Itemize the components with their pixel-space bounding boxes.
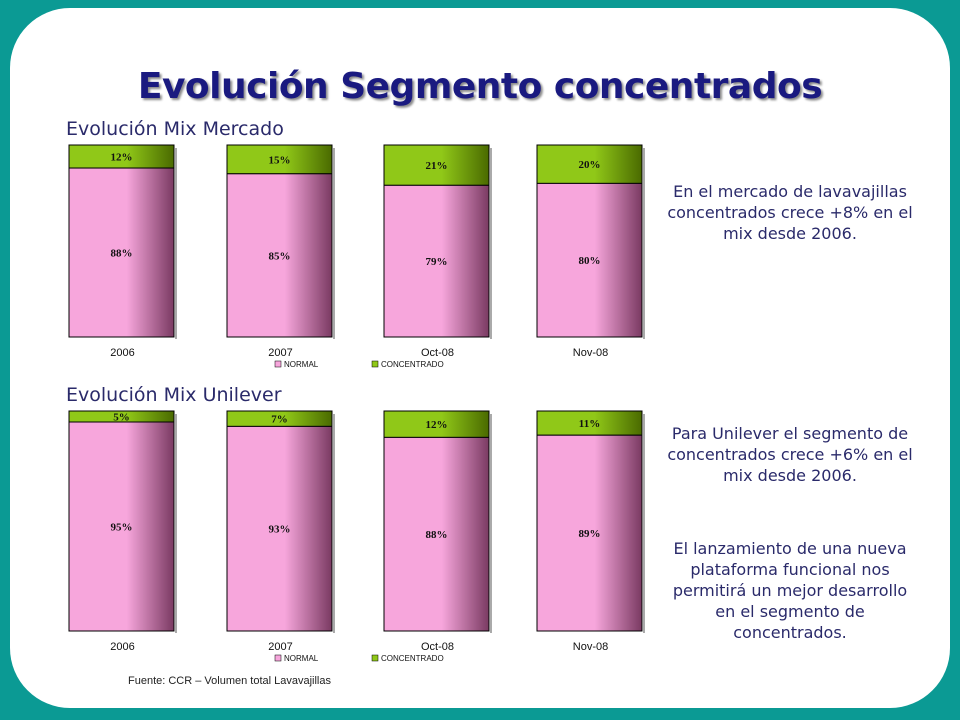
data-label-normal: 79% xyxy=(426,256,448,268)
data-label-normal: 93% xyxy=(269,524,291,536)
data-label-normal: 95% xyxy=(111,522,133,534)
bar-normal-Oct-08 xyxy=(383,184,490,338)
data-label-concentrado: 20% xyxy=(579,159,601,171)
slide-title: Evolución Segmento concentrados xyxy=(137,66,823,107)
chart-title-unilever: Evolución Mix Unilever xyxy=(66,384,282,406)
chart-title-mercado: Evolución Mix Mercado xyxy=(66,118,284,140)
bar-concentrado-Nov-08 xyxy=(536,410,643,436)
legend-swatch-concentrado xyxy=(371,360,379,368)
bar-normal-Nov-08 xyxy=(536,182,643,338)
bar-concentrado-2007 xyxy=(226,144,333,175)
data-label-concentrado: 5% xyxy=(113,412,130,424)
data-label-concentrado: 12% xyxy=(426,419,448,431)
x-tick-label: 2007 xyxy=(268,347,292,359)
data-label-concentrado: 7% xyxy=(271,414,288,426)
legend-label-normal: NORMAL xyxy=(284,360,319,369)
source-note: Fuente: CCR – Volumen total Lavavajillas xyxy=(128,675,331,687)
x-tick-label: 2007 xyxy=(268,641,292,653)
x-tick-label: 2006 xyxy=(110,641,134,653)
chart-mix-unilever: 5% 95% 2006 7% 93% 2007 12% 88% Oct-08 11% 89% Nov-… xyxy=(68,410,645,663)
note-unilever: Para Unilever el segmento de concentrado… xyxy=(667,424,913,485)
x-tick-label: Nov-08 xyxy=(573,347,608,359)
bar-concentrado-Nov-08 xyxy=(536,144,643,184)
x-tick-label: Oct-08 xyxy=(421,347,454,359)
data-label-concentrado: 15% xyxy=(269,154,291,166)
chart-mix-mercado: 12% 88% 2006 15% 85% 2007 21% 79% Oct-08 20% 80% No… xyxy=(68,144,645,369)
data-label-normal: 89% xyxy=(579,528,601,540)
bar-normal-2006 xyxy=(68,167,175,338)
legend-label-normal: NORMAL xyxy=(284,654,319,663)
data-label-normal: 88% xyxy=(426,529,448,541)
legend-swatch-concentrado xyxy=(371,654,379,662)
data-label-concentrado: 11% xyxy=(579,418,600,430)
data-label-concentrado: 12% xyxy=(111,152,133,164)
bar-normal-Nov-08 xyxy=(536,434,643,632)
bar-normal-2007 xyxy=(226,425,333,632)
data-label-normal: 80% xyxy=(579,255,601,267)
legend-swatch-normal xyxy=(274,654,282,662)
note-lanzamiento: El lanzamiento de una nueva plataforma f… xyxy=(672,539,908,642)
note-mercado: En el mercado de lavavajillas concentrad… xyxy=(667,182,913,243)
legend-label-concentrado: CONCENTRADO xyxy=(381,360,444,369)
data-label-normal: 88% xyxy=(111,248,133,260)
bar-normal-2007 xyxy=(226,173,333,338)
legend-swatch-normal xyxy=(274,360,282,368)
data-label-normal: 85% xyxy=(269,250,291,262)
x-tick-label: Nov-08 xyxy=(573,641,608,653)
x-tick-label: 2006 xyxy=(110,347,134,359)
bar-normal-2006 xyxy=(68,421,175,632)
bar-normal-Oct-08 xyxy=(383,436,490,632)
bar-concentrado-Oct-08 xyxy=(383,144,490,186)
legend-label-concentrado: CONCENTRADO xyxy=(381,654,444,663)
x-tick-label: Oct-08 xyxy=(421,641,454,653)
data-label-concentrado: 21% xyxy=(426,160,448,172)
